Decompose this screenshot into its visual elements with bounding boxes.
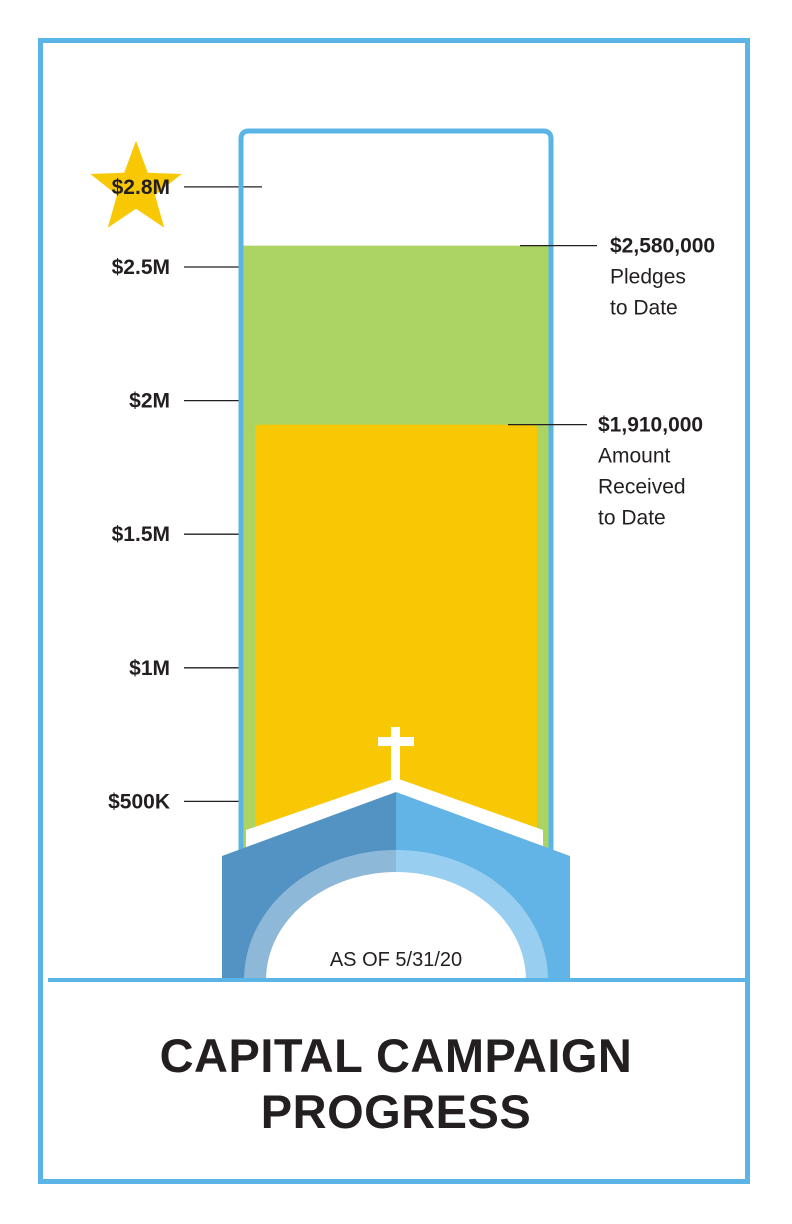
cross-arm bbox=[378, 737, 414, 746]
tick-label-2: $1.5M bbox=[112, 523, 170, 546]
value-annotations: $2,580,000 Pledges to Date $1,910,000 Amount… bbox=[508, 235, 715, 530]
tick-label-5: $2.8M bbox=[112, 176, 170, 199]
tick-label-3: $2M bbox=[129, 390, 170, 413]
poster-frame bbox=[38, 38, 750, 1184]
tick-label-0: $500K bbox=[108, 790, 170, 813]
as-of-date-label: AS OF 5/31/20 bbox=[330, 949, 462, 971]
church-arch-ring bbox=[244, 850, 548, 980]
tube-outline bbox=[238, 128, 554, 975]
annotation-caption-1-1: Received bbox=[598, 476, 686, 499]
annotation-caption-1-0: Amount bbox=[598, 445, 671, 468]
annotation-value-1: $1,910,000 bbox=[598, 414, 703, 437]
tick-label-4: $2.5M bbox=[112, 256, 170, 279]
cross-icon bbox=[391, 727, 400, 779]
annotation-caption-1-2: to Date bbox=[598, 507, 666, 530]
annotation-caption-0-1: to Date bbox=[610, 297, 678, 320]
title-line-1: CAPITAL CAMPAIGN bbox=[159, 1029, 633, 1082]
page-title: CAPITAL CAMPAIGN PROGRESS bbox=[38, 1028, 754, 1140]
annotation-value-0: $2,580,000 bbox=[610, 235, 715, 258]
church-icon: AS OF 5/31/20 bbox=[48, 727, 746, 982]
annotation-caption-0-0: Pledges bbox=[610, 266, 686, 289]
star-icon bbox=[90, 140, 182, 228]
y-axis-ticks: $500K $1M $1.5M $2M $2.5M $2.8M bbox=[90, 140, 262, 813]
tick-label-1: $1M bbox=[129, 657, 170, 680]
church-doorway bbox=[266, 872, 526, 980]
title-line-2: PROGRESS bbox=[260, 1085, 532, 1138]
church-roof-band bbox=[246, 778, 543, 850]
